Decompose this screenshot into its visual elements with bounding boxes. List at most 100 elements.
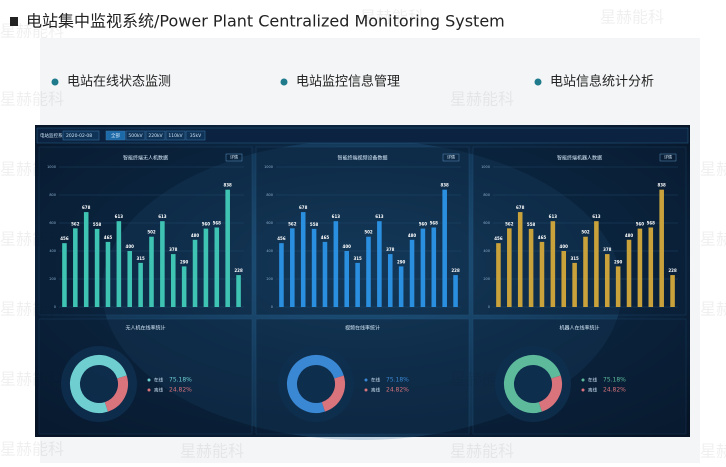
bar-value-label: 290 [397,259,406,264]
bar [594,221,599,307]
bar-value-label: 456 [60,236,69,241]
bar-value-label: 465 [104,235,113,240]
detail-label[interactable]: 详情 [664,154,672,160]
y-tick-label: 600 [483,221,490,225]
y-tick-label: 0 [488,305,490,309]
bar [236,275,241,307]
bar [496,243,501,307]
bar-value-label: 315 [353,256,362,261]
bar-value-label: 560 [419,222,428,227]
feature-label: 电站监控信息管理 [296,74,400,90]
watermark: 星赫能科 [0,440,64,459]
detail-button[interactable] [225,153,243,162]
bar [105,241,111,307]
legend-value: 75.18% [169,377,192,384]
bar-value-label: 228 [234,268,243,273]
detail-button[interactable] [442,153,460,162]
tab[interactable] [185,130,206,141]
detail-label[interactable]: 详情 [230,154,238,160]
bar-value-label: 613 [592,214,601,219]
bar [453,275,458,307]
legend-name: 离线 [371,387,380,394]
watermark: 星赫能科 [0,22,64,41]
legend-name: 在线 [371,377,380,384]
bar [300,212,306,307]
bar-value-label: 480 [191,233,200,238]
tab-label[interactable]: 35kV [190,133,202,139]
bar [94,228,100,307]
donut-segment [287,355,345,413]
bar [604,254,610,307]
bar [83,212,89,307]
legend-dot [364,388,368,392]
bar-value-label: 558 [93,222,102,227]
bar-value-label: 480 [625,233,634,238]
bar [670,275,675,307]
tab-label[interactable]: 220kV [148,133,163,139]
legend-value: 24.82% [603,387,626,394]
y-tick-label: 200 [266,277,273,281]
bar-value-label: 502 [364,230,373,235]
bullet [51,78,59,86]
y-tick-label: 800 [483,193,490,197]
bar [507,228,512,307]
y-tick-label: 1000 [47,165,56,169]
bar-value-label: 400 [560,244,569,249]
bar-value-label: 378 [603,247,612,252]
bar [377,221,382,307]
legend-value: 24.82% [386,387,409,394]
bar [659,189,664,307]
legend-value: 75.18% [386,377,409,384]
bar-value-label: 560 [202,222,211,227]
date-box [62,130,100,141]
bar-value-label: 562 [288,221,297,226]
tab[interactable] [105,130,126,141]
bar-value-label: 558 [310,222,319,227]
bar-value-label: 558 [527,222,536,227]
y-tick-label: 600 [49,221,56,225]
bar [615,266,621,307]
bar [138,262,143,307]
tab[interactable] [125,130,146,141]
bar-value-label: 456 [277,236,286,241]
watermark: 星赫能科 [180,442,244,461]
bar [355,262,360,307]
bar [583,236,588,307]
feature-label: 电站在线状态监测 [67,75,171,90]
bar [387,254,393,307]
detail-button[interactable] [659,153,677,162]
bar [366,236,371,307]
legend-name: 离线 [588,387,597,394]
bar [116,221,122,307]
bar-value-label: 838 [440,183,449,188]
y-tick-label: 400 [49,249,56,253]
bar [149,236,154,307]
tab-label[interactable]: 全部 [111,132,120,139]
bar [572,262,577,307]
feature-label: 电站信息统计分析 [550,74,654,90]
bar-value-label: 378 [169,247,178,252]
y-tick-label: 200 [483,277,490,281]
bar-value-label: 678 [516,205,525,210]
detail-label[interactable]: 详情 [447,154,455,160]
tab-label[interactable]: 110kV [168,133,183,139]
bar-value-label: 502 [581,230,590,235]
bar-value-label: 290 [180,259,189,264]
bar [181,266,187,307]
legend-dot [581,378,585,382]
panel-title: 机器人在线率统计 [559,325,599,332]
bar-value-label: 613 [549,214,558,219]
watermark: 星赫能科 [700,300,726,319]
watermark: 星赫能科 [600,8,664,27]
watermark: 星赫能科 [700,442,726,461]
tab[interactable] [165,130,186,141]
page-title: 电站集中监视系统/Power Plant Centralized Monitor… [26,12,505,31]
bar [203,228,209,307]
bar-value-label: 613 [332,214,341,219]
y-tick-label: 400 [483,249,490,253]
bar [322,241,328,307]
bar-value-label: 400 [343,244,352,249]
tab[interactable] [145,130,166,141]
tab-label[interactable]: 500kV [128,133,143,139]
bar-value-label: 502 [147,230,156,235]
